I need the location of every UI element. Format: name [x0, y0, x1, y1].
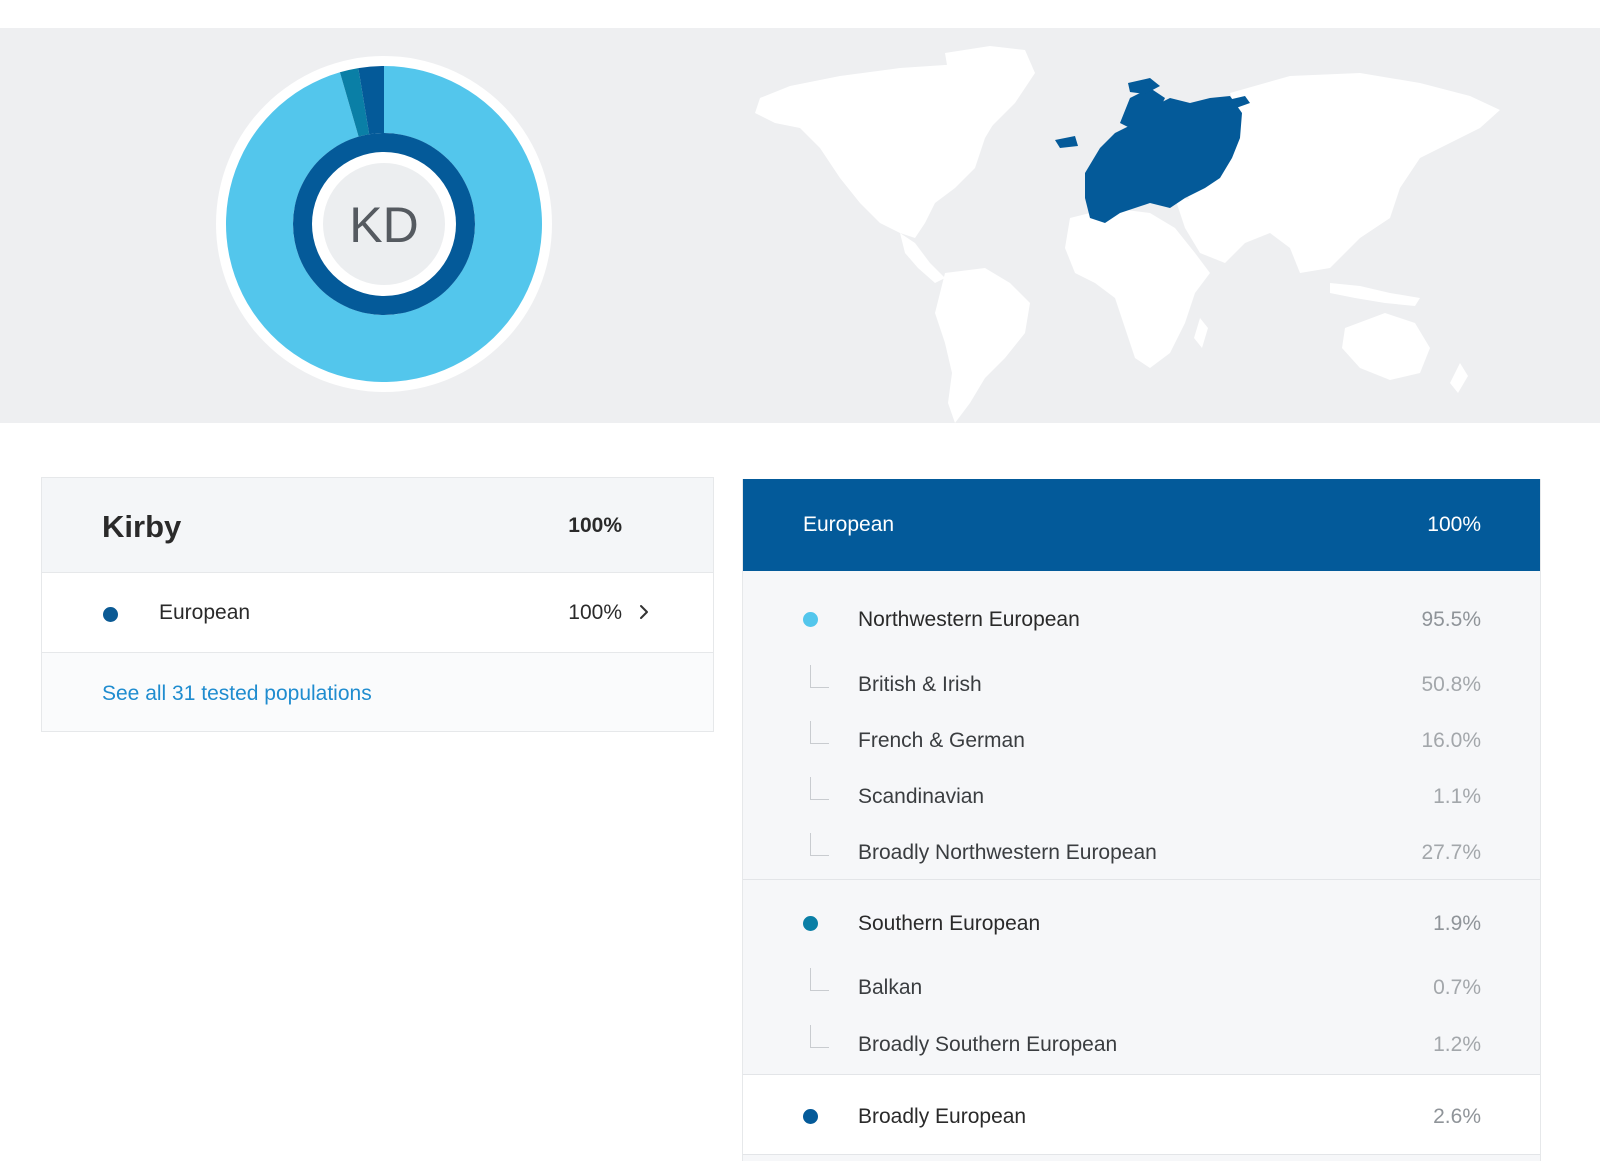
map-europe	[1085, 96, 1242, 223]
tree-elbow-icon	[810, 1025, 829, 1048]
subpopulation-percent: 1.2%	[1433, 1033, 1481, 1056]
population-label: Southern European	[858, 912, 1041, 935]
subpopulation-row[interactable]: British & Irish 50.8%	[743, 665, 1540, 705]
map-svalbard	[1128, 78, 1160, 94]
southern-color-dot	[803, 916, 818, 931]
subpopulation-row[interactable]: Broadly Northwestern European 27.7%	[743, 833, 1540, 873]
summary-total-percent: 100%	[568, 514, 622, 537]
subpopulation-percent: 27.7%	[1421, 841, 1481, 864]
profile-name: Kirby	[102, 509, 182, 544]
chevron-right-icon[interactable]	[634, 602, 654, 622]
population-row[interactable]: Northwestern European 95.5%	[743, 600, 1540, 640]
subpopulation-percent: 1.1%	[1433, 785, 1481, 808]
map-madagascar	[1194, 318, 1208, 348]
map-new-zealand	[1450, 363, 1468, 393]
subpopulation-label: Scandinavian	[858, 785, 985, 808]
ancestry-summary-card: Kirby 100% European 100% See all 31 test…	[41, 477, 714, 732]
ancestry-hero: KD	[0, 28, 1600, 423]
map-greenland	[945, 46, 1035, 128]
subpopulation-row[interactable]: Broadly Southern European 1.2%	[743, 1025, 1540, 1065]
tree-elbow-icon	[810, 665, 829, 688]
population-percent: 95.5%	[1421, 608, 1481, 631]
northwestern-color-dot	[803, 612, 818, 627]
subpopulation-label: Balkan	[858, 976, 923, 999]
group-southern-european[interactable]: Southern European 1.9% Balkan 0.7% Broad…	[743, 880, 1540, 1075]
ancestry-donut-outer-ring	[225, 66, 542, 382]
tree-elbow-icon	[810, 777, 829, 800]
subpopulation-row[interactable]: Balkan 0.7%	[743, 968, 1540, 1008]
summary-header: Kirby 100%	[42, 478, 713, 573]
group-broadly-european[interactable]: Broadly European 2.6%	[743, 1075, 1540, 1155]
subpopulation-label: Broadly Northwestern European	[858, 841, 1157, 864]
breakdown-header-label: European	[803, 513, 895, 536]
subpopulation-row[interactable]: Scandinavian 1.1%	[743, 777, 1540, 817]
population-percent: 2.6%	[1433, 1105, 1481, 1128]
subpopulation-percent: 16.0%	[1421, 729, 1481, 752]
population-row[interactable]: Broadly European 2.6%	[743, 1097, 1540, 1137]
subpopulation-percent: 0.7%	[1433, 976, 1481, 999]
map-central-america	[900, 233, 945, 283]
donut-slice	[358, 66, 384, 135]
tree-elbow-icon	[810, 833, 829, 856]
population-row[interactable]: Southern European 1.9%	[743, 904, 1540, 944]
subpopulation-row[interactable]: French & German 16.0%	[743, 721, 1540, 761]
map-australia	[1342, 313, 1430, 380]
see-all-populations-link[interactable]: See all 31 tested populations	[102, 682, 372, 705]
map-north-america	[755, 64, 1020, 238]
map-indonesia	[1330, 283, 1420, 306]
donut-slice	[225, 66, 542, 382]
broadly-color-dot	[803, 1109, 818, 1124]
european-color-dot	[103, 607, 118, 622]
user-initials: KD	[349, 197, 418, 253]
tree-elbow-icon	[810, 721, 829, 744]
subpopulation-label: British & Irish	[858, 673, 982, 696]
summary-row-percent: 100%	[568, 601, 622, 624]
ancestry-breakdown-card: European 100% Northwestern European 95.5…	[742, 479, 1541, 1161]
population-label: Broadly European	[858, 1105, 1027, 1128]
subpopulation-label: French & German	[858, 729, 1025, 752]
map-iceland	[1055, 136, 1078, 148]
breakdown-header-percent: 100%	[1427, 513, 1481, 536]
map-scandinavia	[1120, 88, 1165, 133]
summary-row-european[interactable]: European 100%	[42, 573, 713, 653]
world-map	[0, 28, 1600, 423]
map-middle-east	[1175, 198, 1245, 263]
ancestry-donut-chart: KD	[0, 28, 1600, 423]
tree-elbow-icon	[810, 968, 829, 991]
breakdown-header: European 100%	[743, 479, 1540, 571]
map-africa	[1065, 208, 1210, 368]
map-south-america	[935, 268, 1030, 423]
subpopulation-percent: 50.8%	[1421, 673, 1481, 696]
donut-slice	[339, 68, 370, 137]
map-novaya-zemlya	[1215, 96, 1250, 113]
map-asia	[1185, 73, 1500, 273]
population-percent: 1.9%	[1433, 912, 1481, 935]
population-label: Northwestern European	[858, 608, 1080, 631]
subpopulation-label: Broadly Southern European	[858, 1033, 1118, 1056]
group-northwestern-european[interactable]: Northwestern European 95.5% British & Ir…	[743, 571, 1540, 880]
summary-row-label: European	[159, 601, 251, 624]
